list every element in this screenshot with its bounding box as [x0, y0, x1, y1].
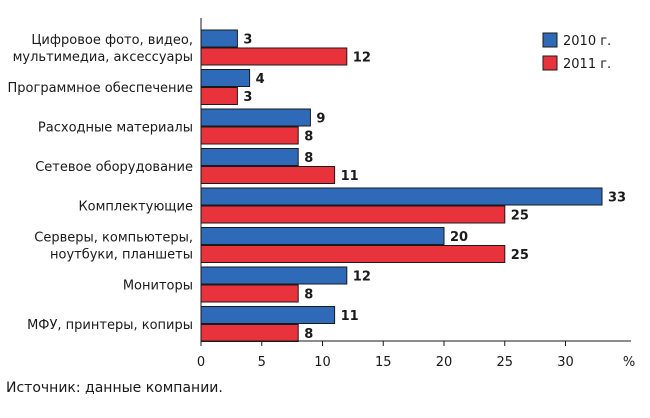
x-tick-label: 30	[557, 355, 574, 370]
value-label: 9	[316, 112, 325, 127]
value-label: 8	[304, 327, 313, 342]
x-tick-label: 0	[197, 355, 205, 370]
category-label: Серверы, компьютеры, ноутбуки, планшеты	[34, 231, 193, 263]
x-tick-label: 25	[496, 355, 513, 370]
value-label: 3	[243, 33, 252, 48]
source-note: Источник: данные компании.	[6, 380, 223, 396]
bar	[200, 227, 445, 245]
category-labels-layer: Цифровое фото, видео, мультимедиа, аксесс…	[8, 33, 193, 333]
category-label: Цифровое фото, видео, мультимедиа, аксесс…	[13, 33, 193, 65]
value-label: 12	[353, 51, 371, 66]
bar	[200, 205, 506, 224]
legend-label: 2011 г.	[563, 57, 611, 72]
bar	[200, 87, 238, 105]
bar	[200, 108, 311, 127]
category-label: Комплектующие	[78, 200, 193, 215]
legend-swatch	[542, 55, 558, 71]
value-label: 25	[511, 209, 529, 224]
value-label: 33	[608, 191, 626, 206]
value-label: 11	[341, 169, 359, 184]
bar	[200, 29, 238, 48]
category-label: Мониторы	[123, 279, 193, 294]
value-label: 3	[243, 90, 252, 105]
value-label: 25	[511, 248, 529, 263]
value-label: 20	[450, 230, 468, 245]
bar	[200, 324, 299, 342]
value-label: 8	[304, 288, 313, 303]
bar	[200, 306, 336, 324]
x-tick-label: 20	[436, 355, 453, 370]
value-label: 8	[304, 151, 313, 166]
bar	[200, 166, 336, 184]
category-label: Сетевое оборудование	[35, 160, 193, 175]
category-label: Программное обеспечение	[8, 81, 193, 96]
bar	[200, 148, 299, 166]
x-tick-label: 10	[314, 355, 331, 370]
bar	[200, 284, 299, 303]
x-axis: 0 5 10 15 20 25 30%	[197, 18, 635, 370]
value-label: 11	[341, 309, 359, 324]
value-label: 8	[304, 130, 313, 145]
bar	[200, 245, 506, 263]
legend: 2010 г. 2011 г.	[542, 32, 611, 72]
category-label: Расходные материалы	[38, 121, 193, 136]
value-label: 4	[256, 72, 265, 87]
x-unit-label: %	[623, 355, 635, 370]
legend-label: 2010 г.	[563, 34, 611, 49]
bar	[200, 266, 348, 285]
value-label: 12	[353, 270, 371, 285]
x-tick-label: 15	[375, 355, 392, 370]
legend-swatch	[542, 32, 558, 48]
bar	[200, 69, 251, 87]
x-tick-label: 5	[258, 355, 266, 370]
bar	[200, 47, 348, 66]
bar	[200, 126, 299, 145]
bar	[200, 187, 603, 206]
category-label: МФУ, принтеры, копиры	[27, 318, 193, 333]
